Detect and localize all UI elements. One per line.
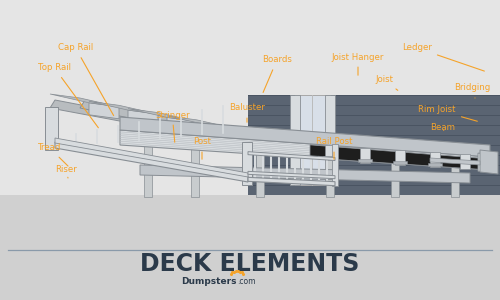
Polygon shape: [248, 177, 335, 186]
Polygon shape: [167, 116, 236, 129]
Polygon shape: [206, 125, 236, 139]
Polygon shape: [50, 100, 248, 145]
Text: DECK ELEMENTS: DECK ELEMENTS: [140, 252, 360, 276]
Polygon shape: [55, 142, 248, 182]
Polygon shape: [323, 156, 337, 159]
Text: Post: Post: [193, 137, 211, 159]
Text: Rim Joist: Rim Joist: [418, 106, 478, 121]
Text: Boards: Boards: [262, 56, 292, 92]
Polygon shape: [206, 123, 275, 136]
Polygon shape: [428, 163, 442, 166]
Polygon shape: [248, 152, 335, 160]
Polygon shape: [326, 142, 334, 197]
Polygon shape: [55, 138, 248, 177]
Polygon shape: [430, 158, 480, 165]
Text: .com: .com: [237, 278, 256, 286]
Polygon shape: [140, 165, 470, 183]
Polygon shape: [52, 107, 58, 145]
Polygon shape: [290, 95, 300, 185]
Text: Cap Rail: Cap Rail: [58, 44, 114, 116]
Text: Joist: Joist: [375, 76, 398, 90]
Polygon shape: [245, 132, 275, 146]
Polygon shape: [391, 147, 399, 197]
Polygon shape: [245, 142, 251, 180]
Polygon shape: [0, 195, 500, 300]
Polygon shape: [451, 152, 459, 197]
Polygon shape: [167, 117, 197, 132]
Text: Tread: Tread: [38, 143, 68, 166]
Polygon shape: [480, 150, 498, 174]
Text: Baluster: Baluster: [229, 103, 265, 122]
Polygon shape: [295, 95, 330, 185]
Text: Beam: Beam: [430, 124, 455, 133]
Polygon shape: [248, 95, 500, 195]
Polygon shape: [310, 145, 490, 170]
Polygon shape: [325, 145, 335, 160]
Polygon shape: [128, 109, 197, 122]
Text: Riser: Riser: [55, 166, 77, 178]
Polygon shape: [332, 144, 338, 186]
Text: Dumpsters: Dumpsters: [182, 278, 237, 286]
Text: Bridging: Bridging: [454, 83, 490, 98]
Polygon shape: [191, 133, 199, 197]
Text: Stringer: Stringer: [155, 110, 190, 142]
Polygon shape: [360, 148, 370, 163]
Text: Top Rail: Top Rail: [38, 64, 98, 128]
Polygon shape: [50, 94, 119, 107]
Polygon shape: [248, 171, 335, 179]
Polygon shape: [89, 101, 158, 114]
Polygon shape: [460, 154, 470, 169]
Polygon shape: [242, 142, 252, 185]
Text: Joist Hanger: Joist Hanger: [332, 52, 384, 75]
Polygon shape: [478, 153, 490, 172]
Polygon shape: [120, 117, 490, 157]
Text: Rail Post: Rail Post: [316, 137, 352, 159]
Polygon shape: [80, 100, 248, 142]
Polygon shape: [128, 110, 158, 126]
Polygon shape: [120, 130, 490, 170]
Polygon shape: [358, 159, 372, 162]
Polygon shape: [395, 150, 405, 165]
Polygon shape: [325, 95, 335, 185]
Polygon shape: [45, 107, 58, 150]
Polygon shape: [256, 137, 264, 197]
Polygon shape: [393, 161, 407, 164]
Polygon shape: [144, 129, 152, 197]
Polygon shape: [430, 152, 440, 167]
Polygon shape: [89, 103, 119, 119]
Text: Ledger: Ledger: [402, 44, 484, 71]
